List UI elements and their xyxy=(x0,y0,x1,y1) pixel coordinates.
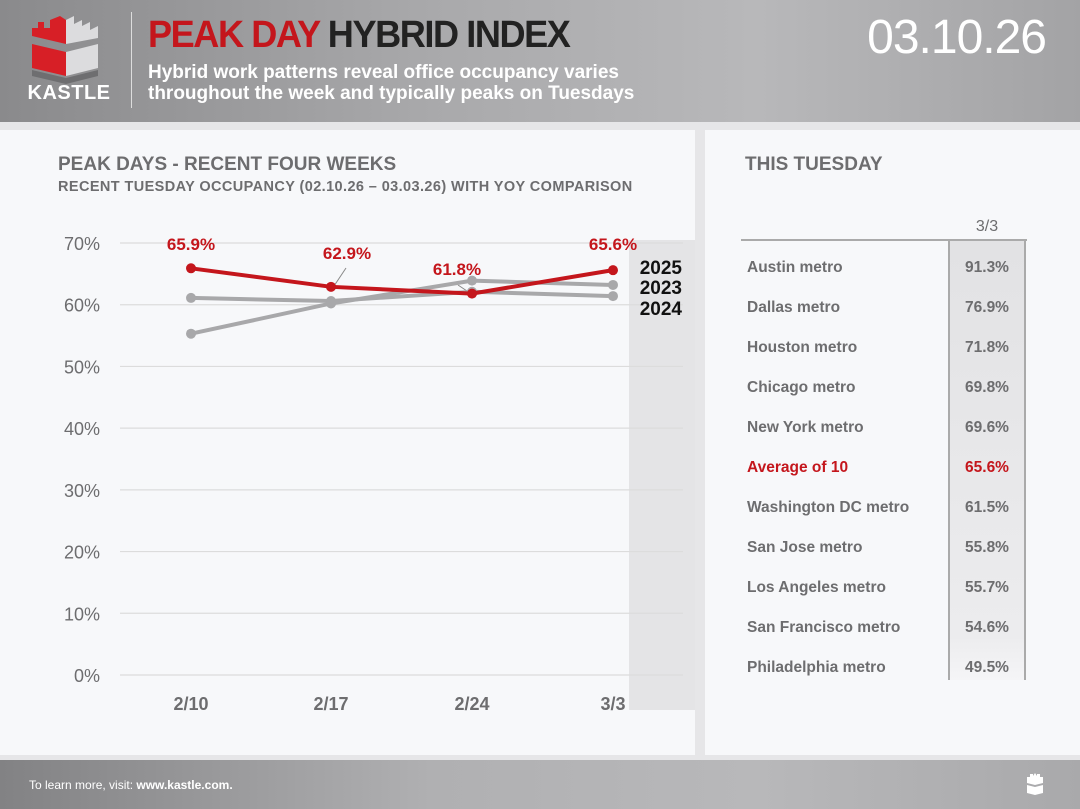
metro-name: New York metro xyxy=(747,419,864,436)
chart-subtitle: RECENT TUESDAY OCCUPANCY (02.10.26 – 03.… xyxy=(58,179,633,195)
table-row: Washington DC metro 61.5% xyxy=(747,499,1027,519)
table-row: Average of 10 65.6% xyxy=(747,459,1027,479)
website-link[interactable]: www.kastle.com. xyxy=(136,778,233,792)
data-point-2024 xyxy=(608,291,618,302)
kastle-small-logo-icon xyxy=(1027,773,1043,795)
table-row: San Jose metro 55.8% xyxy=(747,539,1027,559)
metro-value: 91.3% xyxy=(965,259,1009,276)
data-point-2023 xyxy=(326,298,336,309)
series-line-2025 xyxy=(190,266,614,296)
page-subtitle: Hybrid work patterns reveal office occup… xyxy=(148,62,635,104)
data-point-2025 xyxy=(326,281,336,292)
metro-name: Washington DC metro xyxy=(747,499,910,516)
series-legend-label: 2023 xyxy=(640,278,682,299)
data-point-2023 xyxy=(608,279,618,290)
table-row: Houston metro 71.8% xyxy=(747,339,1027,359)
data-label: 61.8% xyxy=(433,260,481,279)
metro-name: San Francisco metro xyxy=(747,619,901,636)
metro-name: Houston metro xyxy=(747,339,858,356)
header-divider xyxy=(131,12,132,108)
table-title: THIS TUESDAY xyxy=(745,154,883,175)
line-chart: 0% 10% 20% 30% 40% 50% 60% 70% 2/10 2/17 2/24 3/3 65… xyxy=(64,234,695,714)
metro-value: 54.6% xyxy=(965,619,1009,636)
series-legend-label: 2024 xyxy=(640,299,683,320)
table-row: Dallas metro 76.9% xyxy=(747,299,1027,319)
metro-value: 71.8% xyxy=(965,339,1009,356)
title-red: PEAK DAY xyxy=(148,14,321,56)
metro-value: 69.8% xyxy=(965,379,1009,396)
metro-name: Average of 10 xyxy=(747,459,849,476)
table-row: San Francisco metro 54.6% xyxy=(747,619,1027,639)
metro-name: Los Angeles metro xyxy=(747,579,886,596)
report-date: 03.10.26 xyxy=(867,11,1047,64)
metro-name: San Jose metro xyxy=(747,539,863,556)
y-tick-label: 50% xyxy=(64,357,100,377)
y-tick-label: 30% xyxy=(64,481,100,501)
x-tick-label: 2/10 xyxy=(173,694,208,714)
table-row: Chicago metro 69.8% xyxy=(747,379,1027,399)
series-line-2024 xyxy=(190,289,614,304)
x-tick-label: 3/3 xyxy=(600,694,625,714)
column-header: 3/3 xyxy=(975,218,999,235)
kastle-logo-icon xyxy=(32,16,98,84)
table-row: Los Angeles metro 55.7% xyxy=(747,579,1027,599)
metro-name: Philadelphia metro xyxy=(747,659,886,676)
table-header-line xyxy=(741,239,1027,241)
header: KASTLE PEAK DAY HYBRID INDEX Hybrid work… xyxy=(0,0,1080,122)
chart-title: PEAK DAYS - RECENT FOUR WEEKS xyxy=(58,154,397,175)
value-column xyxy=(948,240,1026,680)
y-tick-label: 40% xyxy=(64,419,100,439)
metro-value: 61.5% xyxy=(965,499,1009,516)
chart-panel xyxy=(0,130,695,755)
metro-value: 49.5% xyxy=(965,659,1009,676)
footer-text: To learn more, visit: www.kastle.com. xyxy=(29,778,233,792)
title-dark: HYBRID INDEX xyxy=(327,14,571,56)
metro-name: Austin metro xyxy=(747,259,843,276)
current-week-shade xyxy=(629,240,695,710)
footer-prefix: To learn more, visit: xyxy=(29,778,134,792)
metro-name: Dallas metro xyxy=(747,299,841,316)
data-point-2025 xyxy=(186,263,196,274)
metro-value: 76.9% xyxy=(965,299,1009,316)
y-tick-label: 0% xyxy=(74,666,100,686)
y-tick-label: 10% xyxy=(64,604,100,624)
data-label: 65.6% xyxy=(589,235,637,254)
metro-value: 69.6% xyxy=(965,419,1009,436)
y-tick-label: 60% xyxy=(64,296,100,316)
x-tick-label: 2/24 xyxy=(454,694,489,714)
footer: To learn more, visit: www.kastle.com. xyxy=(0,760,1080,809)
metro-value: 65.6% xyxy=(965,459,1009,476)
series-legend-label: 2025 xyxy=(640,258,683,279)
data-label: 65.9% xyxy=(167,235,215,254)
label-leader xyxy=(333,267,347,287)
data-label: 62.9% xyxy=(323,244,371,263)
data-point-2025 xyxy=(608,265,618,276)
data-point-2023 xyxy=(186,328,196,339)
data-point-2025 xyxy=(467,288,477,299)
y-tick-label: 70% xyxy=(64,234,100,254)
metro-value: 55.7% xyxy=(965,579,1009,596)
data-point-2024 xyxy=(186,292,196,303)
metro-name: Chicago metro xyxy=(747,379,856,396)
table-row: Austin metro 91.3% xyxy=(747,259,1027,279)
table-row: Philadelphia metro 49.5% xyxy=(747,659,1027,679)
data-point-2023 xyxy=(467,275,477,286)
x-tick-label: 2/17 xyxy=(313,694,348,714)
page-title: PEAK DAY HYBRID INDEX xyxy=(148,14,571,57)
table-row: New York metro 69.6% xyxy=(747,419,1027,439)
y-tick-label: 20% xyxy=(64,543,100,563)
metro-value: 55.8% xyxy=(965,539,1009,556)
brand-name: KASTLE xyxy=(27,82,111,104)
